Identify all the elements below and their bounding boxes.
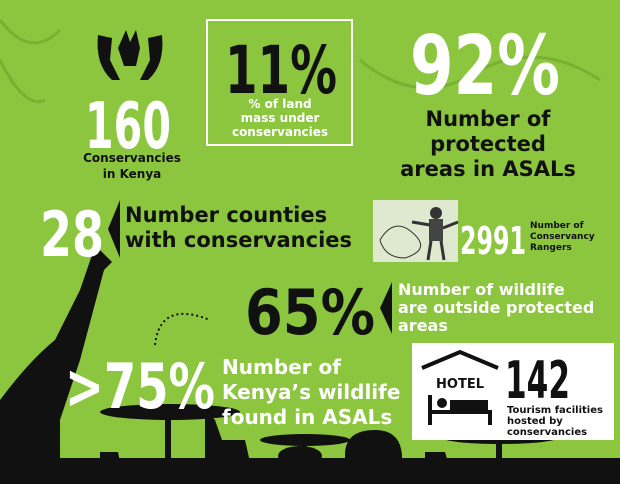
stat-label: in Kenya [103,167,162,181]
stat-value: 65% [245,276,375,349]
arrow [108,200,120,258]
stat-value: 92% [410,19,560,114]
stat-value: 160 [85,90,171,164]
stat-label: found in ASALs [222,405,392,429]
stat-label: Kenya’s wildlife [222,380,400,404]
ranger-illustration [373,200,459,262]
stat-label: areas [398,316,448,335]
stat-label: Number of wildlife [398,280,565,299]
stat-label: are outside protected [398,298,594,317]
stat-value: 11% [225,32,337,109]
stat-label: protected [430,132,546,156]
stat-label: % of land [248,97,311,111]
stat-label: Number of [426,107,552,131]
arrow [380,282,392,334]
hands-icon [97,30,163,80]
vines [0,19,601,103]
stat-label: areas in ASALs [400,157,576,181]
stat-value: 142 [505,351,570,411]
hotel-panel [412,343,614,440]
stat-label: with conservancies [125,228,352,252]
stat-label: hosted by [507,416,563,427]
hotel-sign: HOTEL [436,377,484,392]
stat-value: 2991 [460,219,526,263]
stat-label: Number of [222,355,341,379]
stat-label: conservancies [507,427,587,438]
stat-label: Rangers [530,243,572,253]
stat-value: >75% [65,350,215,423]
stat-label: Number of [530,221,584,231]
stat-label: Conservancy [530,232,595,242]
stat-label: Number counties [125,203,327,227]
stat-label: mass under [241,111,320,125]
stat-label: conservancies [232,125,328,139]
stat-label: Conservancies [83,151,181,165]
stat-box [206,19,353,146]
stat-value: 28 [40,198,104,271]
stat-label: Tourism facilities [507,405,603,416]
